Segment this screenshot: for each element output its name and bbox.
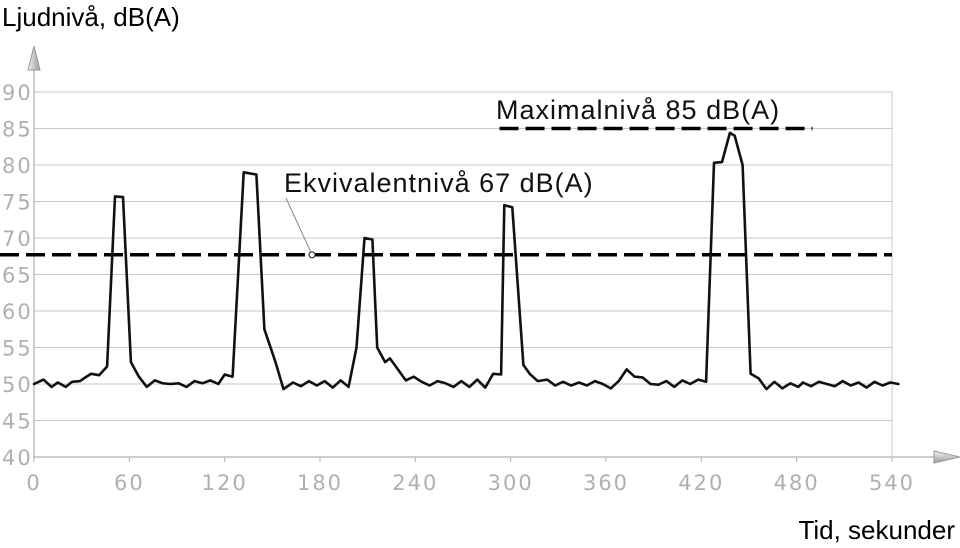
y-tick-label: 40 <box>2 446 33 470</box>
x-tick-labels: 0 60 120 180 240 300 360 420 480 540 <box>26 457 915 495</box>
y-tick-label: 70 <box>2 227 33 251</box>
y-tick-label: 90 <box>2 81 33 105</box>
y-tick-label: 80 <box>2 154 33 178</box>
x-tick-label: 420 <box>678 471 724 495</box>
x-tick-label: 540 <box>869 471 915 495</box>
leader-marker <box>308 251 316 259</box>
leader-line <box>285 197 313 255</box>
y-tick-label: 85 <box>2 118 33 142</box>
x-tick-label: 60 <box>114 471 145 495</box>
y-tick-label: 60 <box>2 300 33 324</box>
max-level-annotation: Maximalnivå 85 dB(A) <box>496 95 780 125</box>
reference-lines <box>0 126 892 259</box>
sound-level-series-line <box>32 131 900 391</box>
x-tick-label: 240 <box>392 471 438 495</box>
x-tick-label: 360 <box>583 471 629 495</box>
x-tick-label: 300 <box>488 471 534 495</box>
x-tick-label: 120 <box>202 471 248 495</box>
y-tick-labels: 40 45 50 55 60 65 70 75 80 85 90 <box>2 81 33 470</box>
equivalent-level-annotation: Ekvivalentnivå 67 dB(A) <box>284 168 594 198</box>
x-tick-label: 180 <box>297 471 343 495</box>
y-tick-label: 50 <box>2 373 33 397</box>
y-tick-label: 65 <box>2 264 33 288</box>
y-tick-label: 45 <box>2 410 33 434</box>
y-axis-arrow <box>27 45 41 71</box>
y-axis-title: Ljudnivå, dB(A) <box>2 2 180 32</box>
x-axis-title: Tid, sekunder <box>798 515 955 545</box>
axes <box>27 45 960 464</box>
series-group <box>32 131 900 391</box>
x-tick-label: 0 <box>26 471 41 495</box>
x-axis-arrow <box>933 450 960 464</box>
y-tick-label: 55 <box>2 337 33 361</box>
y-tick-label: 75 <box>2 191 33 215</box>
x-tick-label: 480 <box>774 471 820 495</box>
